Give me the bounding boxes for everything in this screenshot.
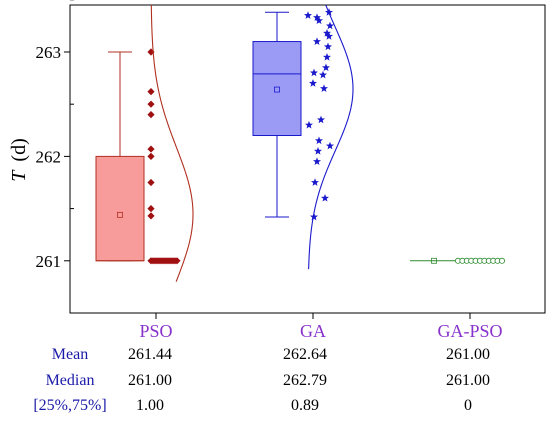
mean-marker <box>117 211 123 218</box>
data-point <box>313 37 321 45</box>
plot-frame <box>69 4 546 314</box>
data-point <box>305 120 313 129</box>
group-pso <box>95 4 194 282</box>
x-tick-label-ga: GA <box>300 321 326 341</box>
data-point <box>173 257 181 265</box>
x-axis: PSO GA GA-PSO <box>139 313 503 341</box>
data-point <box>317 115 325 124</box>
data-point <box>320 84 328 92</box>
data-point <box>313 157 321 166</box>
data-point <box>304 11 312 19</box>
data-point <box>325 32 333 40</box>
data-point <box>323 53 331 61</box>
y-axis-label: T (d) <box>8 138 30 181</box>
data-point <box>313 13 321 21</box>
group-ga <box>252 4 354 270</box>
mean-marker <box>274 86 280 93</box>
y-tick-label-262: 262 <box>36 147 62 166</box>
mean-marker <box>431 257 437 264</box>
group-ga-pso <box>410 257 505 264</box>
data-point <box>315 16 323 25</box>
data-point <box>147 178 155 187</box>
data-point <box>309 79 317 87</box>
data-point <box>323 28 331 37</box>
data-point <box>321 193 329 202</box>
y-axis-label-italic: T <box>8 169 30 182</box>
box <box>95 155 145 262</box>
data-point <box>147 100 155 108</box>
data-point <box>326 21 334 30</box>
data-point <box>324 42 332 51</box>
data-point <box>498 257 505 264</box>
data-point <box>310 68 318 77</box>
data-point <box>147 111 155 119</box>
y-axis-label-unit: (d) <box>8 138 30 161</box>
y-tick-label-261: 261 <box>36 252 62 271</box>
plot-area <box>95 4 505 282</box>
data-point <box>147 152 155 160</box>
data-point <box>319 70 327 79</box>
x-tick-label-pso: PSO <box>139 321 172 341</box>
y-tick-label-263: 263 <box>36 43 62 62</box>
data-point <box>147 145 155 153</box>
box <box>252 41 302 137</box>
data-point <box>322 63 330 72</box>
data-point <box>147 212 155 220</box>
x-tick-label-ga-pso: GA-PSO <box>437 321 502 341</box>
distribution-curve <box>308 4 354 270</box>
distribution-curve <box>150 4 194 282</box>
data-point <box>147 204 155 213</box>
data-point <box>326 141 334 150</box>
data-point <box>147 88 155 96</box>
data-point <box>315 136 323 145</box>
data-point <box>311 178 319 186</box>
data-point <box>314 146 322 155</box>
data-point <box>310 212 318 221</box>
y-axis: 261 262 263 <box>36 0 74 314</box>
